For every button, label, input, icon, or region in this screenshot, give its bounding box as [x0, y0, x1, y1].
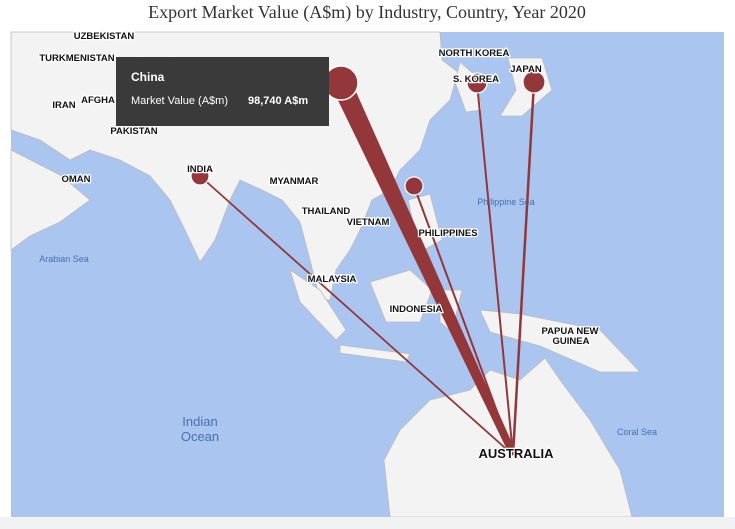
country-label: AFGHA	[81, 95, 115, 106]
country-label: NORTH KOREA	[439, 48, 510, 59]
country-label: PHILIPPINES	[418, 228, 477, 239]
country-label: IRAN	[52, 100, 75, 111]
sea-label: Indian	[182, 414, 217, 429]
country-label: PAPUA NEW	[542, 326, 599, 337]
tooltip: China Market Value (A$m) 98,740 A$m	[116, 57, 329, 126]
tooltip-field: Market Value (A$m)	[131, 95, 228, 107]
sea-label: Arabian Sea	[39, 254, 89, 264]
country-label: THAILAND	[302, 206, 351, 217]
flow-china	[334, 76, 516, 456]
flow-line	[199, 175, 514, 456]
country-label: PAKISTAN	[110, 126, 157, 137]
tooltip-value: 98,740 A$m	[248, 95, 308, 107]
country-label: AUSTRALIA	[478, 446, 554, 461]
tooltip-title: China	[131, 70, 165, 84]
country-label: MYANMAR	[270, 176, 319, 187]
flow-line	[476, 82, 514, 456]
country-label: OMAN	[61, 174, 90, 185]
title: Export Market Value (A$m) by Industry, C…	[148, 2, 586, 23]
destination-marker	[522, 70, 546, 94]
footer-bar	[0, 517, 735, 529]
country-label: TURKMENISTAN	[39, 53, 114, 64]
country-label: MALAYSIA	[308, 274, 357, 285]
sea-label: Ocean	[181, 429, 219, 444]
sea-label: Philippine Sea	[477, 197, 535, 207]
destination-marker	[404, 176, 424, 196]
country-label: GUINEA	[553, 336, 590, 347]
destination-marker	[190, 166, 210, 186]
country-label: JAPAN	[510, 64, 542, 75]
flow-line	[511, 81, 536, 456]
country-label: INDIA	[187, 164, 213, 175]
country-label: S. KOREA	[453, 74, 499, 85]
country-label: VIETNAM	[347, 217, 390, 228]
country-label: INDONESIA	[390, 304, 443, 315]
country-label: UZBEKISTAN	[74, 31, 135, 42]
destination-marker	[466, 72, 488, 94]
sea-label: Coral Sea	[617, 427, 657, 437]
tooltip-box	[116, 57, 329, 126]
marker-china	[323, 65, 359, 101]
